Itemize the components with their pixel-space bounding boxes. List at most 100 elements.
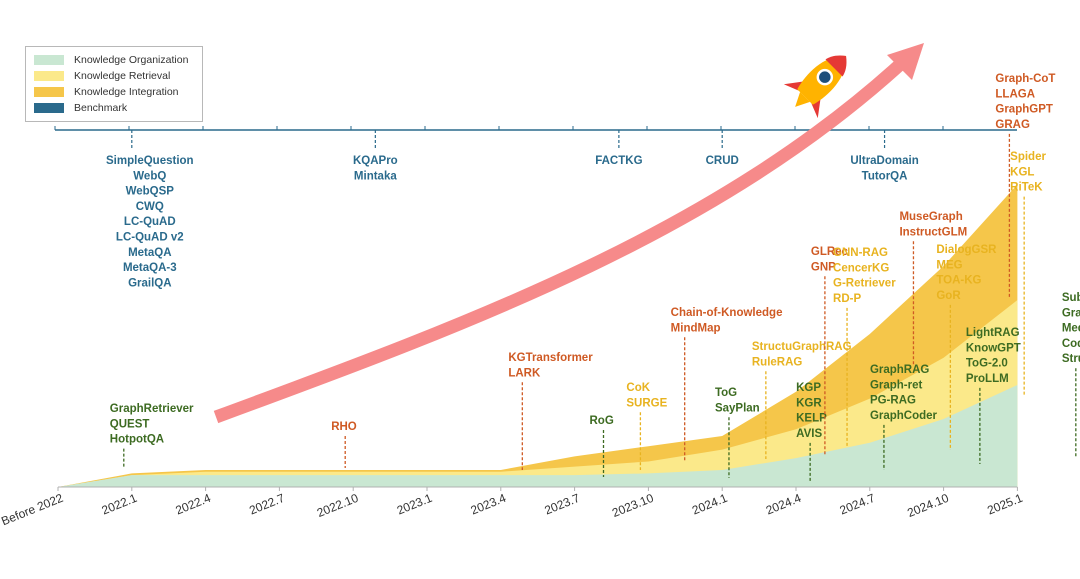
area-retrieval: [58, 300, 1018, 487]
legend-label: Benchmark: [74, 101, 128, 114]
benchmark-label: Mintaka: [354, 170, 397, 182]
benchmark-label: WebQSP: [126, 186, 175, 198]
method-label-organization: GraphCoder: [870, 410, 938, 422]
rocket-icon: [783, 55, 847, 119]
method-label-retrieval: RiTeK: [1010, 182, 1043, 194]
method-label-retrieval: MEG: [936, 259, 962, 271]
x-tick-label: 2022.1: [100, 491, 140, 518]
method-label-organization: Graph of Record: [1062, 307, 1080, 319]
benchmark-label: KQAPro: [353, 155, 398, 167]
method-label-organization: QUEST: [110, 418, 150, 430]
legend-label: Knowledge Integration: [74, 85, 179, 98]
method-label-integration: Graph-CoT: [995, 73, 1055, 85]
benchmark-label: WebQ: [133, 170, 166, 182]
method-label-integration: LLAGA: [995, 88, 1035, 100]
x-tick-label: 2022.4: [173, 491, 213, 518]
method-label-organization: SayPlan: [715, 402, 760, 414]
x-tick-label: 2025.1: [985, 491, 1025, 518]
x-tick-label: 2023.7: [542, 491, 582, 518]
method-labels: SimpleQuestion WebQ WebQSP CWQ LC-QuAD LC-QuA…: [106, 73, 1080, 482]
method-label-organization: MedGraphRAG: [1062, 323, 1080, 335]
area-layers: [58, 184, 1018, 487]
method-label-integration: MuseGraph: [899, 211, 962, 223]
x-tick-label: 2022.10: [315, 491, 361, 520]
method-label-retrieval: DialogGSR: [936, 244, 997, 256]
method-label-organization: KELP: [796, 413, 827, 425]
method-label-integration: GLRec: [811, 246, 849, 258]
x-axis: Before 2022 2022.1 2022.4 2022.7 2022.10 2023…: [0, 486, 1025, 529]
method-label-retrieval: RuleRAG: [752, 356, 803, 368]
x-tick-label: 2024.10: [905, 491, 951, 520]
method-label-retrieval: StructuGraphRAG: [752, 341, 852, 353]
method-label-organization: LightRAG: [966, 327, 1020, 339]
legend: Knowledge Organization Knowledge Retriev…: [25, 46, 203, 122]
method-label-integration: KGTransformer: [508, 352, 593, 364]
area-integration: [58, 184, 1018, 487]
method-label-retrieval: KGL: [1010, 166, 1034, 178]
method-label-organization: HotpotQA: [110, 434, 164, 446]
method-label-retrieval: GoR: [936, 290, 961, 302]
method-label-organization: RoG: [590, 415, 614, 427]
x-tick-label: 2024.4: [764, 491, 804, 518]
benchmark-label: LC-QuAD v2: [116, 232, 184, 244]
method-label-organization: PG-RAG: [870, 395, 916, 407]
method-label-organization: GraphRAG: [870, 364, 929, 376]
benchmark-label: LC-QuAD: [124, 216, 176, 228]
method-label-organization: CodexGraph: [1062, 338, 1080, 350]
legend-item-organization: Knowledge Organization: [34, 53, 188, 66]
x-tick-label: 2023.4: [469, 491, 509, 518]
method-label-integration: InstructGLM: [899, 226, 967, 238]
method-label-retrieval: G-Retriever: [833, 278, 896, 290]
growth-arrow: [213, 43, 924, 424]
method-label-retrieval: SURGE: [626, 397, 667, 409]
benchmark-label: CRUD: [706, 155, 739, 167]
x-tick-label: 2022.7: [247, 491, 287, 518]
method-label-integration: RHO: [331, 421, 357, 433]
x-tick-label: 2024.1: [690, 491, 730, 518]
benchmark-label: GrailQA: [128, 277, 171, 289]
method-label-retrieval: GNN-RAG: [833, 247, 888, 259]
x-tick-label: 2024.7: [838, 491, 878, 518]
method-label-retrieval: CoK: [626, 382, 650, 394]
legend-label: Knowledge Retrieval: [74, 69, 171, 82]
legend-item-benchmark: Benchmark: [34, 101, 127, 114]
method-label-organization: StructRAG: [1062, 353, 1080, 365]
growth-arrow-head: [887, 43, 924, 80]
method-label-integration: MindMap: [671, 322, 721, 334]
legend-swatch-retrieval: [34, 70, 64, 81]
legend-item-integration: Knowledge Integration: [34, 85, 179, 98]
method-label-organization: KGR: [796, 397, 822, 409]
method-label-retrieval: Spider: [1010, 151, 1046, 163]
legend-swatch-organization: [34, 54, 64, 65]
method-label-organization: KnowGPT: [966, 342, 1021, 354]
method-label-integration: GraphGPT: [995, 104, 1053, 116]
method-label-organization: AVIS: [796, 428, 822, 440]
method-label-organization: Graph-ret: [870, 379, 923, 391]
benchmark-label: CWQ: [136, 201, 164, 213]
legend-swatch-integration: [34, 86, 64, 97]
legend-label: Knowledge Organization: [74, 53, 189, 66]
method-label-organization: GraphRetriever: [110, 403, 194, 415]
method-label-retrieval: CencerKG: [833, 262, 889, 274]
method-label-retrieval: TOA-KG: [936, 275, 981, 287]
method-label-integration: LARK: [508, 367, 541, 379]
benchmark-label: FACTKG: [595, 155, 642, 167]
method-label-retrieval: RD-P: [833, 293, 861, 305]
x-tick-label: Before 2022: [0, 491, 65, 529]
benchmark-label: SimpleQuestion: [106, 155, 194, 167]
benchmark-label: TutorQA: [862, 170, 908, 182]
x-tick-label: 2023.10: [610, 491, 656, 520]
method-label-integration: GRAG: [995, 119, 1030, 131]
benchmark-label: MetaQA: [128, 247, 171, 259]
method-label-organization: ToG-2.0: [966, 358, 1008, 370]
benchmark-label: MetaQA-3: [123, 262, 177, 274]
method-label-organization: KGP: [796, 382, 821, 394]
growth-arrow-shaft: [213, 55, 910, 424]
legend-swatch-benchmark: [34, 102, 64, 113]
benchmark-axis: [54, 126, 1017, 131]
method-label-organization: ProLLM: [966, 373, 1009, 385]
legend-item-retrieval: Knowledge Retrieval: [34, 69, 170, 82]
benchmark-label: UltraDomain: [850, 155, 918, 167]
method-label-organization: SubgraphRAG: [1062, 292, 1080, 304]
